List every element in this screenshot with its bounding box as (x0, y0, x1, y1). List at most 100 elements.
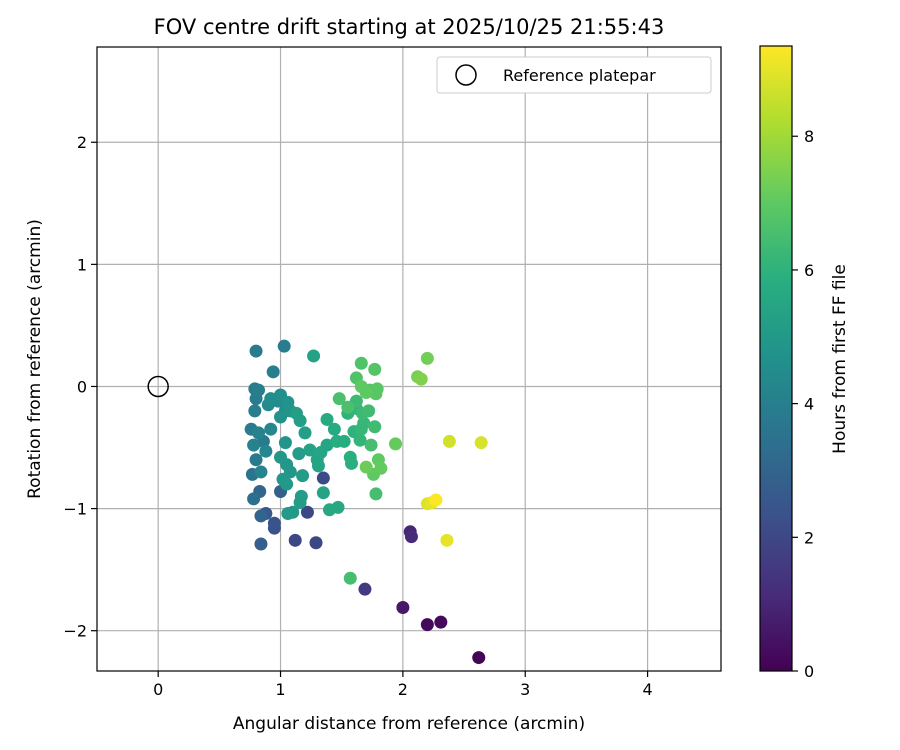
scatter-point (358, 582, 372, 596)
x-tick-label: 2 (398, 680, 408, 699)
scatter-point (420, 618, 434, 632)
x-tick-label: 3 (520, 680, 530, 699)
scatter-point (434, 615, 448, 629)
scatter-point (247, 438, 261, 452)
scatter-point (266, 365, 280, 379)
scatter-point (264, 392, 278, 406)
scatter-point (337, 434, 351, 448)
reference-platepar-marker (147, 375, 169, 398)
scatter-point (316, 486, 330, 500)
scatter-point (309, 536, 323, 550)
scatter-point (298, 426, 312, 440)
plot-frame (96, 46, 722, 672)
colorbar-gradient (759, 45, 793, 672)
scatter-point (278, 436, 292, 450)
scatter-point (252, 383, 266, 397)
y-tick-label: −2 (63, 622, 87, 641)
scatter-point (343, 571, 357, 585)
scatter-point (248, 404, 262, 418)
scatter-points (244, 339, 488, 665)
scatter-point (289, 406, 303, 420)
scatter-point (254, 465, 268, 479)
x-tick-label: 4 (642, 680, 652, 699)
scatter-point (277, 339, 291, 353)
scatter-point (303, 443, 317, 457)
legend-label: Reference platepar (503, 66, 656, 85)
scatter-point (288, 533, 302, 547)
y-tick-label: 1 (77, 255, 87, 274)
scatter-point (327, 422, 341, 436)
y-tick-label: −1 (63, 500, 87, 519)
colorbar-tick-label: 8 (804, 127, 814, 146)
plot-area (97, 47, 721, 671)
scatter-point (429, 493, 443, 507)
scatter-point (307, 349, 321, 363)
scatter-point (247, 492, 261, 506)
scatter-point (296, 469, 310, 483)
scatter-point (264, 422, 278, 436)
legend-box (436, 56, 712, 94)
colorbar-label: Hours from first FF file (830, 264, 850, 454)
scatter-point (316, 471, 330, 485)
scatter-point (362, 404, 376, 418)
scatter-point (292, 447, 306, 461)
scatter-point (472, 651, 486, 665)
y-axis-ticks: −2 −1 0 1 2 (63, 133, 97, 641)
scatter-point (331, 500, 345, 514)
scatter-point (274, 410, 288, 424)
scatter-point (344, 456, 358, 470)
scatter-point (354, 356, 368, 370)
x-axis-label: Angular distance from reference (arcmin) (233, 714, 585, 734)
grid-lines (97, 47, 721, 671)
scatter-point (404, 530, 418, 544)
scatter-point (320, 412, 334, 426)
scatter-point (369, 487, 383, 501)
scatter-point (254, 537, 268, 551)
scatter-point (440, 533, 454, 547)
scatter-point (267, 516, 281, 530)
x-axis-ticks: 0 1 2 3 4 (153, 671, 653, 699)
scatter-point (420, 351, 434, 365)
x-tick-label: 1 (275, 680, 285, 699)
x-tick-label: 0 (153, 680, 163, 699)
scatter-point (364, 438, 378, 452)
scatter-point (368, 362, 382, 376)
scatter-point (341, 400, 355, 414)
scatter-point (249, 344, 263, 358)
colorbar-tick-label: 6 (804, 261, 814, 280)
scatter-point (332, 392, 346, 406)
scatter-point (354, 422, 368, 436)
scatter-point (281, 506, 295, 520)
scatter-point (300, 505, 314, 519)
colorbar-tick-label: 4 (804, 395, 814, 414)
scatter-point (359, 460, 373, 474)
scatter-point (442, 434, 456, 448)
scatter-point (252, 426, 266, 440)
colorbar-tick-label: 2 (804, 528, 814, 547)
scatter-point (320, 438, 334, 452)
y-axis-label: Rotation from reference (arcmin) (25, 219, 45, 499)
scatter-point (254, 509, 268, 523)
scatter-point (259, 444, 273, 458)
scatter-point (374, 461, 388, 475)
y-tick-label: 2 (77, 133, 87, 152)
scatter-point (396, 601, 410, 615)
chart-title: FOV centre drift starting at 2025/10/25 … (154, 15, 665, 39)
colorbar-ticks: 0 2 4 6 8 (792, 127, 814, 681)
scatter-point (249, 453, 263, 467)
scatter-point (280, 477, 294, 491)
y-tick-label: 0 (77, 377, 87, 396)
scatter-point (414, 372, 428, 386)
scatter-point (293, 495, 307, 509)
legend: Reference platepar (436, 56, 712, 94)
scatter-point (389, 437, 403, 451)
scatter-point (370, 382, 384, 396)
scatter-point (359, 386, 373, 400)
scatter-point (311, 459, 325, 473)
scatter-point (353, 433, 367, 447)
colorbar-tick-label: 0 (804, 662, 814, 681)
colorbar: 0 2 4 6 8 Hours from first FF file (759, 45, 850, 681)
legend-marker-icon (455, 64, 477, 86)
scatter-point (368, 420, 382, 434)
